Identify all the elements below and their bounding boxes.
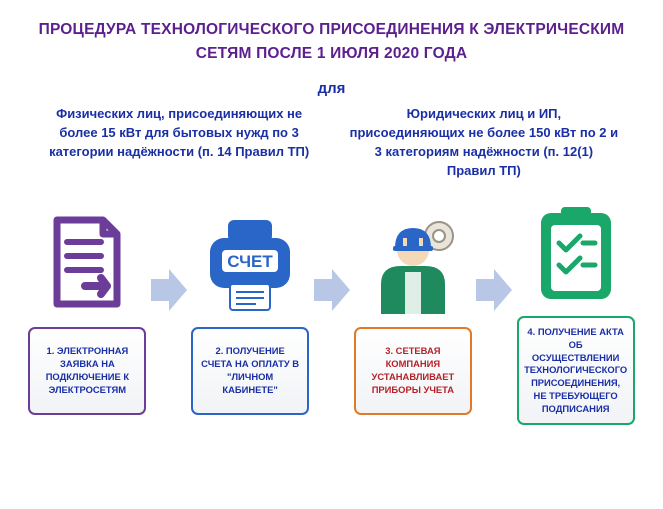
step-3-label: 3. СЕТЕВАЯ КОМПАНИЯ УСТАНАВЛИВАЕТ ПРИБОР… [362, 345, 464, 396]
document-icon [31, 211, 143, 317]
worker-icon [357, 211, 469, 317]
title-line1: ПРОЦЕДУРА ТЕХНОЛОГИЧЕСКОГО ПРИСОЕДИНЕНИЯ… [39, 21, 625, 38]
subtitle: для [26, 80, 637, 97]
audience-left: Физических лиц, присоединяющих не более … [44, 105, 314, 180]
arrow-icon [149, 269, 189, 311]
step-3-box: 3. СЕТЕВАЯ КОМПАНИЯ УСТАНАВЛИВАЕТ ПРИБОР… [354, 327, 472, 415]
step-2: СЧЕТ 2. ПОЛУЧЕНИЕ СЧЕТА НА ОПЛАТУ В "ЛИЧ… [189, 211, 312, 415]
step-2-label: 2. ПОЛУЧЕНИЕ СЧЕТА НА ОПЛАТУ В "ЛИЧНОМ К… [199, 345, 301, 396]
audience-columns: Физических лиц, присоединяющих не более … [44, 105, 619, 180]
step-1-box: 1. ЭЛЕКТРОННАЯ ЗАЯВКА НА ПОДКЛЮЧЕНИЕ К Э… [28, 327, 146, 415]
step-4-label: 4. ПОЛУЧЕНИЕ АКТА ОБ ОСУЩЕСТВЛЕНИИ ТЕХНО… [524, 326, 627, 415]
arrow-icon [312, 269, 352, 311]
page-title: ПРОЦЕДУРА ТЕХНОЛОГИЧЕСКОГО ПРИСОЕДИНЕНИЯ… [26, 18, 637, 66]
clipboard-icon [520, 200, 632, 306]
step-4: 4. ПОЛУЧЕНИЕ АКТА ОБ ОСУЩЕСТВЛЕНИИ ТЕХНО… [514, 200, 637, 425]
title-line2: СЕТЯМ ПОСЛЕ 1 ИЮЛЯ 2020 ГОДА [196, 45, 468, 62]
step-3: 3. СЕТЕВАЯ КОМПАНИЯ УСТАНАВЛИВАЕТ ПРИБОР… [352, 211, 475, 415]
step-1: 1. ЭЛЕКТРОННАЯ ЗАЯВКА НА ПОДКЛЮЧЕНИЕ К Э… [26, 211, 149, 415]
printer-label: СЧЕТ [227, 252, 273, 271]
printer-icon: СЧЕТ [194, 211, 306, 317]
step-4-box: 4. ПОЛУЧЕНИЕ АКТА ОБ ОСУЩЕСТВЛЕНИИ ТЕХНО… [517, 316, 635, 425]
step-1-label: 1. ЭЛЕКТРОННАЯ ЗАЯВКА НА ПОДКЛЮЧЕНИЕ К Э… [36, 345, 138, 396]
flow-row: 1. ЭЛЕКТРОННАЯ ЗАЯВКА НА ПОДКЛЮЧЕНИЕ К Э… [26, 200, 637, 425]
arrow-icon [474, 269, 514, 311]
audience-right: Юридических лиц и ИП, присоединяющих не … [349, 105, 619, 180]
step-2-box: 2. ПОЛУЧЕНИЕ СЧЕТА НА ОПЛАТУ В "ЛИЧНОМ К… [191, 327, 309, 415]
